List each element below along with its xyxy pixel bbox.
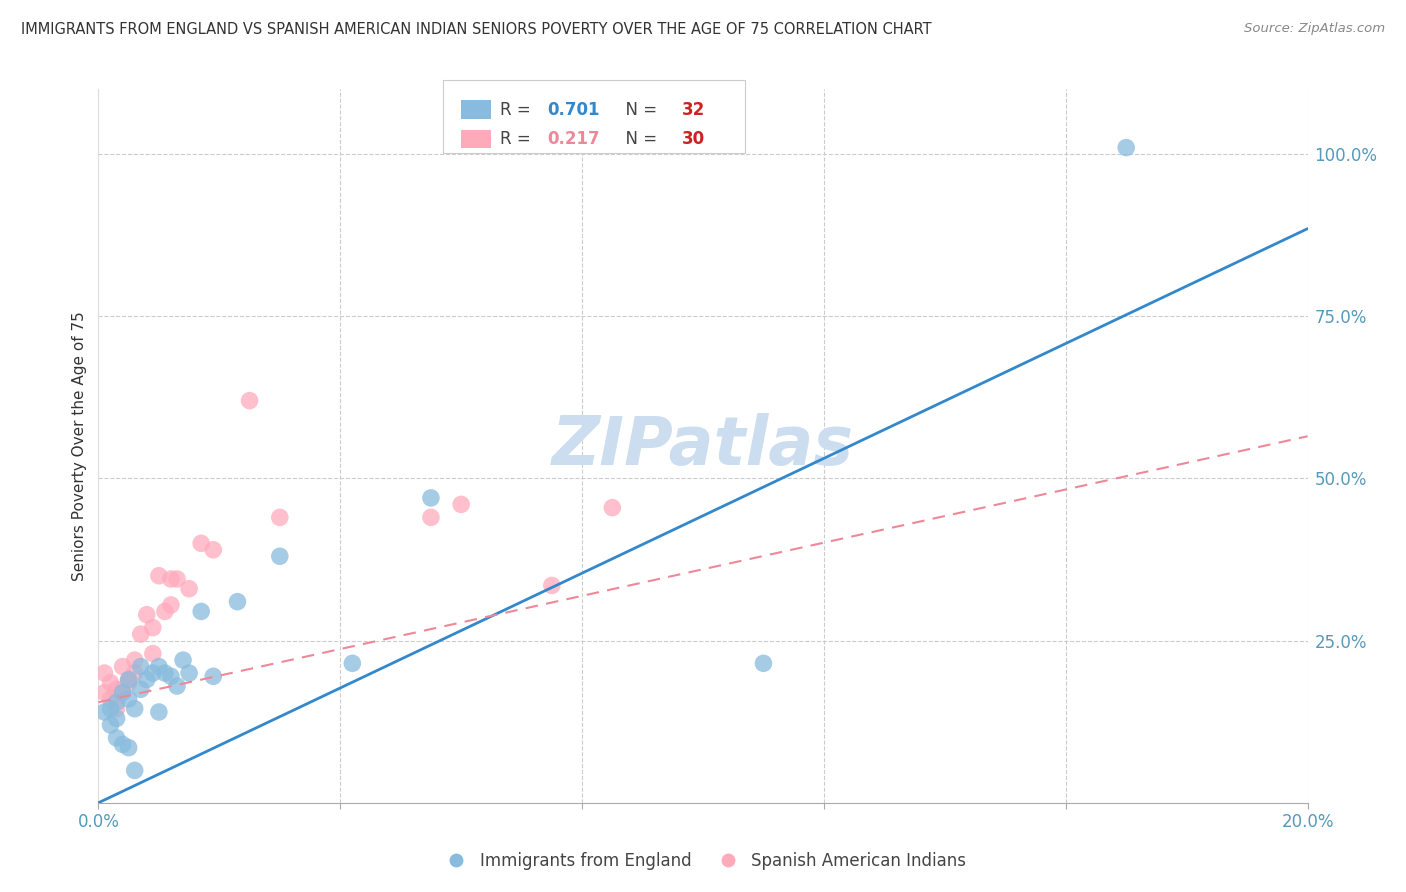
Text: R =: R = (501, 101, 536, 119)
Point (93, 705, 115, 719)
Point (100, 702, 122, 716)
Point (190, 604, 212, 618)
Point (111, 738, 134, 752)
Point (124, 653, 146, 667)
Text: 30: 30 (682, 130, 704, 148)
Point (1115, 140, 1137, 154)
Point (602, 500, 624, 515)
FancyBboxPatch shape (461, 129, 491, 148)
Point (148, 659, 170, 673)
Point (153, 666, 176, 681)
Point (111, 659, 134, 673)
Point (226, 595, 249, 609)
Point (540, 578, 562, 592)
Text: 32: 32 (682, 101, 704, 119)
Point (105, 731, 128, 745)
Point (160, 598, 183, 612)
Point (105, 682, 128, 697)
Point (148, 568, 170, 582)
Point (202, 542, 225, 557)
Point (166, 679, 188, 693)
Text: IMMIGRANTS FROM ENGLAND VS SPANISH AMERICAN INDIAN SENIORS POVERTY OVER THE AGE : IMMIGRANTS FROM ENGLAND VS SPANISH AMERI… (21, 22, 932, 37)
Point (269, 549, 291, 564)
Point (100, 675, 122, 690)
Point (129, 627, 152, 641)
FancyBboxPatch shape (443, 80, 745, 153)
Point (148, 705, 170, 719)
Point (111, 682, 134, 697)
Point (179, 582, 201, 596)
Point (93, 666, 115, 681)
Point (269, 510, 291, 524)
Point (135, 607, 157, 622)
Point (100, 692, 122, 706)
FancyBboxPatch shape (461, 101, 491, 119)
Point (105, 711, 128, 725)
Point (752, 657, 775, 671)
Point (166, 572, 188, 586)
Point (129, 682, 152, 697)
Point (153, 604, 176, 618)
Point (118, 673, 141, 687)
Point (420, 510, 443, 524)
Point (111, 685, 134, 699)
Point (124, 702, 146, 716)
Point (129, 659, 152, 673)
Text: 0.217: 0.217 (547, 130, 600, 148)
Point (105, 695, 128, 709)
Text: N =: N = (616, 130, 662, 148)
Point (142, 666, 165, 681)
Point (135, 673, 157, 687)
Point (142, 621, 165, 635)
Text: N =: N = (616, 101, 662, 119)
Text: 0.701: 0.701 (547, 101, 600, 119)
Point (118, 675, 141, 690)
Text: ZIPatlas: ZIPatlas (553, 413, 853, 479)
Point (100, 718, 122, 732)
Point (124, 666, 146, 681)
Text: Source: ZipAtlas.com: Source: ZipAtlas.com (1244, 22, 1385, 36)
Point (118, 740, 141, 755)
Point (124, 764, 146, 778)
Point (118, 692, 141, 706)
Y-axis label: Seniors Poverty Over the Age of 75: Seniors Poverty Over the Age of 75 (72, 311, 87, 581)
Point (142, 647, 165, 661)
Point (160, 669, 183, 683)
Point (450, 497, 472, 511)
Legend: Immigrants from England, Spanish American Indians: Immigrants from England, Spanish America… (433, 846, 973, 877)
Point (190, 536, 212, 550)
Point (420, 491, 443, 505)
Point (93, 685, 115, 699)
Point (179, 666, 201, 681)
Point (202, 669, 225, 683)
Point (239, 393, 262, 408)
Point (105, 702, 128, 716)
Point (172, 653, 194, 667)
Point (342, 657, 364, 671)
Text: R =: R = (501, 130, 536, 148)
Point (118, 673, 141, 687)
Point (160, 572, 183, 586)
